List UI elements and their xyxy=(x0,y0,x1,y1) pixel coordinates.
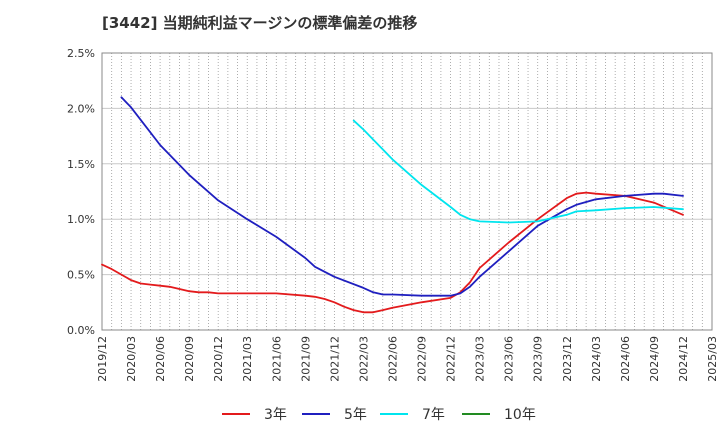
legend-label: 10年 xyxy=(504,407,536,423)
x-tick-label: 2025/03 xyxy=(706,336,719,382)
x-tick-label: 2020/03 xyxy=(125,336,138,382)
x-tick-label: 2021/09 xyxy=(299,336,312,382)
x-tick-label: 2023/03 xyxy=(474,336,487,382)
y-tick-label: 0.5% xyxy=(67,269,95,282)
x-tick-label: 2024/03 xyxy=(590,336,603,382)
x-tick-label: 2020/06 xyxy=(154,336,167,382)
plot-frame xyxy=(101,52,713,331)
x-tick-label: 2021/12 xyxy=(328,336,341,382)
y-tick-label: 0.0% xyxy=(67,324,95,337)
series-line xyxy=(352,119,684,224)
x-tick-label: 2023/09 xyxy=(532,336,545,382)
x-tick-label: 2020/09 xyxy=(183,336,196,382)
y-tick-label: 2.0% xyxy=(67,102,95,115)
legend-label: 5年 xyxy=(344,407,367,423)
x-tick-label: 2021/03 xyxy=(241,336,254,382)
legend-label: 7年 xyxy=(422,407,445,423)
x-tick-label: 2024/09 xyxy=(648,336,661,382)
x-tick-label: 2022/06 xyxy=(386,336,399,382)
x-tick-label: 2024/06 xyxy=(619,336,632,382)
x-tick-label: 2024/12 xyxy=(677,336,690,382)
series-line xyxy=(120,96,684,297)
legend-label: 3年 xyxy=(264,407,287,423)
chart-title: [3442] 当期純利益マージンの標準偏差の推移 xyxy=(102,14,418,32)
y-tick-label: 2.5% xyxy=(67,47,95,60)
x-tick-label: 2019/12 xyxy=(96,336,109,382)
x-tick-label: 2021/06 xyxy=(270,336,283,382)
x-tick-label: 2020/12 xyxy=(212,336,225,382)
x-tick-label: 2022/12 xyxy=(445,336,458,382)
y-tick-label: 1.5% xyxy=(67,158,95,171)
series-line xyxy=(101,191,684,314)
x-tick-label: 2023/12 xyxy=(561,336,574,382)
x-tick-label: 2022/03 xyxy=(357,336,370,382)
x-tick-label: 2023/06 xyxy=(503,336,516,382)
y-tick-label: 1.0% xyxy=(67,213,95,226)
x-tick-label: 2022/09 xyxy=(416,336,429,382)
